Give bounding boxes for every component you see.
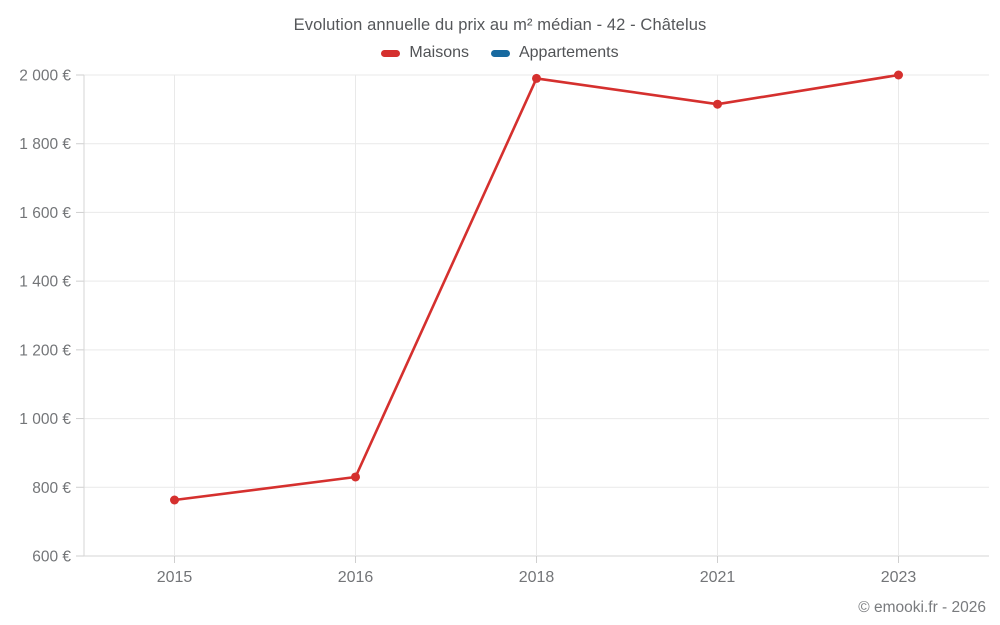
x-tick-label: 2016	[338, 569, 374, 586]
y-tick-label: 1 000 €	[19, 411, 71, 428]
y-tick-label: 1 400 €	[19, 274, 71, 291]
legend: Maisons Appartements	[0, 44, 1000, 62]
data-point-maisons-2016[interactable]	[351, 472, 360, 482]
y-tick-label: 600 €	[32, 549, 71, 566]
y-tick-label: 1 200 €	[19, 342, 71, 359]
legend-swatch-maisons-icon	[381, 49, 401, 57]
x-tick-label: 2018	[519, 569, 555, 586]
legend-swatch-appartements-icon	[490, 49, 510, 57]
x-tick-label: 2023	[881, 569, 917, 586]
data-point-maisons-2018[interactable]	[532, 73, 541, 83]
copyright-text: © emooki.fr - 2026	[858, 599, 986, 616]
data-point-maisons-2015[interactable]	[170, 495, 179, 505]
legend-item-maisons[interactable]: Maisons	[381, 44, 469, 62]
legend-label-appartements: Appartements	[518, 44, 619, 61]
legend-label-maisons: Maisons	[409, 44, 469, 61]
x-tick-label: 2015	[157, 569, 193, 586]
data-point-maisons-2023[interactable]	[894, 70, 903, 80]
data-point-maisons-2021[interactable]	[713, 99, 722, 109]
x-tick-label: 2021	[700, 569, 736, 586]
y-tick-label: 1 800 €	[19, 136, 71, 153]
y-tick-label: 800 €	[32, 480, 71, 497]
y-tick-label: 2 000 €	[19, 68, 71, 85]
legend-item-appartements[interactable]: Appartements	[490, 44, 619, 62]
y-tick-label: 1 600 €	[19, 205, 71, 222]
chart-title: Evolution annuelle du prix au m² médian …	[293, 16, 707, 34]
